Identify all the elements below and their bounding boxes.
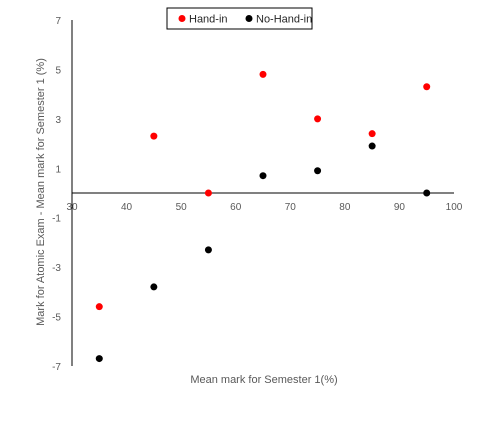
x-tick-label: 100 [446, 202, 463, 213]
point-no-hand-in [95, 355, 103, 363]
y-tick-label: 5 [55, 65, 61, 76]
point-hand-in [259, 70, 267, 78]
x-tick-label: 60 [230, 202, 242, 213]
x-tick-label: 40 [121, 202, 133, 213]
x-tick-label: 30 [66, 202, 78, 213]
y-tick-label: 3 [55, 115, 61, 126]
point-hand-in [150, 132, 158, 140]
y-tick-label: -7 [52, 362, 61, 373]
axes [71, 20, 454, 366]
point-no-hand-in [314, 167, 322, 175]
x-tick-label: 80 [339, 202, 351, 213]
point-no-hand-in [423, 189, 431, 197]
y-axis-title: Mark for Atomic Exam - Mean mark for Sem… [35, 58, 47, 326]
tick-labels: 30 40 50 60 70 80 90 100 -7 -5 -3 -1 1 3 5 7 [52, 16, 463, 373]
point-hand-in [314, 115, 322, 123]
legend-label-no-hand-in: No-Hand-in [256, 14, 312, 26]
data-points [95, 70, 431, 363]
point-hand-in [95, 303, 103, 311]
legend-box [166, 7, 313, 30]
point-hand-in [204, 189, 212, 197]
y-tick-label: 1 [55, 164, 61, 175]
y-tick-label: 7 [55, 16, 61, 27]
legend-label-hand-in: Hand-in [189, 14, 228, 26]
x-tick-label: 90 [394, 202, 406, 213]
point-hand-in [423, 83, 431, 91]
legend-marker-no-hand-in [245, 15, 253, 22]
point-no-hand-in [204, 246, 212, 254]
x-tick-label: 50 [176, 202, 188, 213]
y-tick-label: -1 [52, 214, 61, 225]
point-hand-in [368, 130, 376, 138]
x-axis-title: Mean mark for Semester 1(%) [190, 374, 337, 386]
y-tick-label: -5 [52, 313, 61, 324]
x-tick-label: 70 [285, 202, 297, 213]
point-no-hand-in [368, 142, 376, 150]
point-no-hand-in [150, 283, 158, 291]
legend: Hand-in No-Hand-in [166, 7, 313, 30]
legend-marker-hand-in [178, 15, 186, 22]
y-tick-label: -3 [52, 263, 61, 274]
point-no-hand-in [259, 172, 267, 180]
